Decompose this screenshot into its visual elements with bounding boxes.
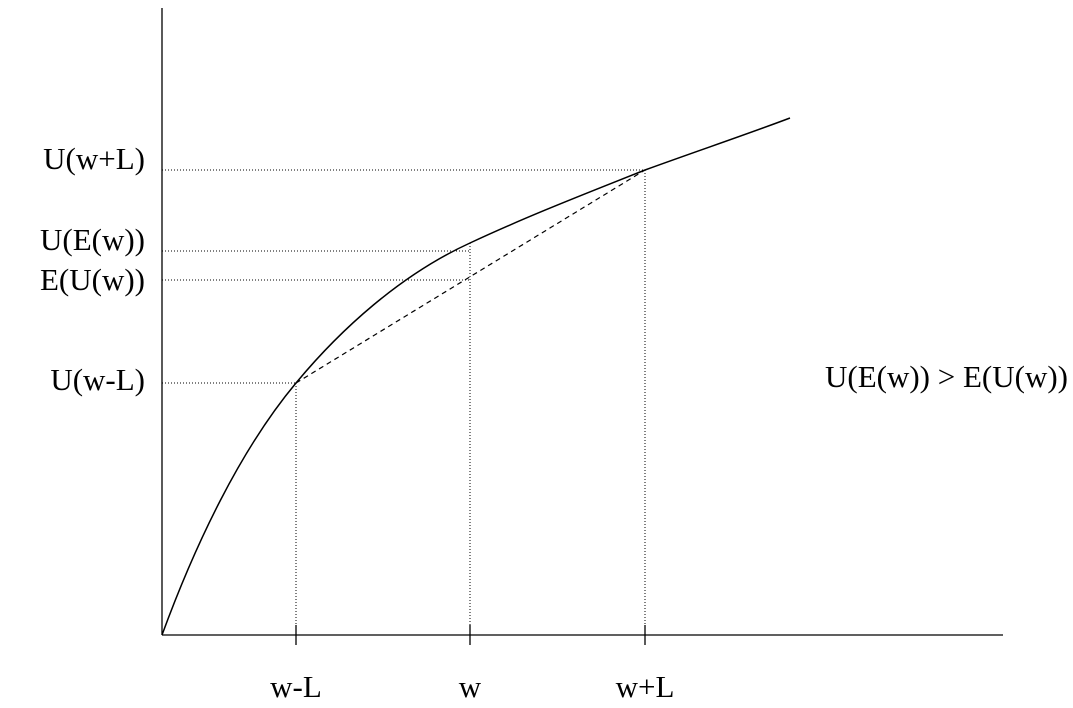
y-label: E(U(w)) (40, 262, 145, 297)
y-label: U(w+L) (43, 141, 145, 176)
y-label: U(w-L) (50, 362, 145, 397)
x-label: w+L (616, 669, 675, 704)
utility-curve (161, 117, 791, 636)
y-label: U(E(w)) (40, 222, 145, 257)
x-label: w (459, 669, 482, 704)
x-label: w-L (270, 669, 322, 704)
annotation: U(E(w)) > E(U(w)) (825, 359, 1068, 394)
